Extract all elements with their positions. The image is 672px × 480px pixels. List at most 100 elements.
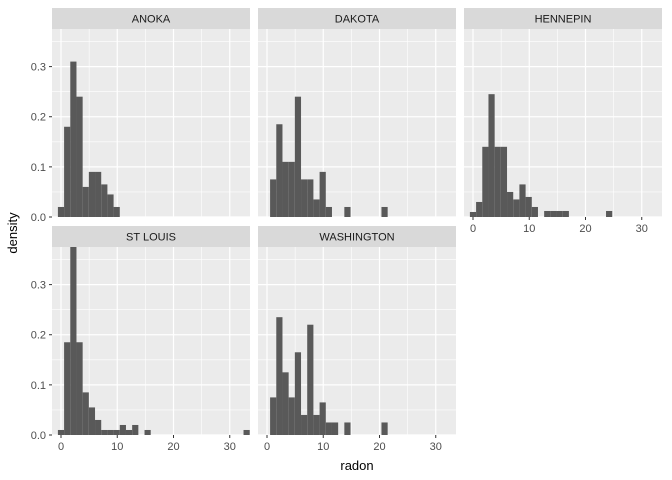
histogram-bar: [125, 429, 133, 435]
histogram-bar: [70, 247, 77, 435]
histogram-bar: [307, 324, 314, 435]
x-tick-label: 30: [430, 441, 442, 453]
histogram-bar: [76, 342, 83, 435]
histogram-bar: [531, 206, 538, 217]
histogram-bar: [57, 206, 65, 217]
histogram-bar: [331, 422, 339, 435]
histogram-bar: [476, 201, 483, 217]
histogram-bar: [500, 146, 508, 217]
panels-layer: ANOKA DAKOTA HENNEPIN ST LOUIS WASHINGTON: [52, 8, 662, 436]
histogram-bar: [82, 186, 89, 217]
facet-strip: [258, 226, 456, 247]
facet-strip: [52, 8, 250, 29]
histogram-bar: [288, 161, 295, 217]
facet-panel: ST LOUIS: [52, 226, 250, 436]
x-tick-label: 10: [111, 441, 123, 453]
histogram-bar: [101, 429, 108, 435]
facet-strip-label: ST LOUIS: [126, 232, 176, 244]
histogram-bar: [313, 414, 320, 435]
y-tick-label: 0.1: [31, 380, 46, 392]
histogram-bar: [556, 210, 563, 217]
x-tick-label: 20: [373, 441, 385, 453]
facet-strip: [464, 8, 662, 29]
histogram-bar: [276, 317, 283, 435]
histogram-bar: [95, 419, 102, 435]
histogram-bar: [562, 210, 569, 217]
histogram-bar: [494, 146, 501, 217]
histogram-bar: [325, 206, 332, 217]
histogram-bar: [550, 210, 557, 217]
histogram-bar: [544, 210, 551, 217]
x-tick-label: 10: [317, 441, 329, 453]
facet-panel: HENNEPIN: [464, 8, 662, 218]
y-axis-title: density: [5, 212, 20, 254]
histogram-bar: [307, 179, 314, 217]
facet-strip: [52, 226, 250, 247]
histogram-bar: [513, 199, 520, 217]
histogram-bar: [507, 191, 514, 217]
histogram-bar: [294, 96, 302, 217]
y-tick-label: 0.1: [31, 162, 46, 174]
y-tick-label: 0.3: [31, 280, 46, 292]
facet-strip-label: ANOKA: [132, 14, 171, 26]
histogram-bar: [88, 171, 96, 217]
histogram-bar: [525, 196, 532, 217]
histogram-bar: [519, 184, 526, 217]
histogram-bar: [288, 397, 295, 435]
x-tick-label: 20: [579, 223, 591, 235]
histogram-bar: [119, 424, 126, 435]
histogram-bar: [282, 372, 289, 435]
histogram-bar: [57, 429, 65, 435]
panel-background: [52, 29, 250, 217]
x-tick-label: 0: [264, 441, 270, 453]
histogram-bar: [301, 179, 308, 217]
histogram-bar: [319, 171, 326, 217]
y-tick-label: 0.0: [31, 430, 46, 442]
histogram-bar: [270, 179, 277, 217]
histogram-bar: [64, 342, 71, 435]
histogram-bar: [294, 352, 302, 435]
x-tick-label: 30: [636, 223, 648, 235]
facet-strip-label: DAKOTA: [335, 14, 380, 26]
x-tick-label: 0: [470, 223, 476, 235]
histogram-bar: [101, 184, 108, 217]
y-tick-label: 0.2: [31, 112, 46, 124]
histogram-bar: [82, 392, 89, 435]
histogram-bar: [282, 161, 289, 217]
histogram-bar: [488, 94, 495, 217]
facet-panel: ANOKA: [52, 8, 250, 218]
histogram-bar: [64, 126, 71, 217]
histogram-bar: [270, 397, 277, 435]
histogram-bar: [113, 206, 120, 217]
histogram-bar: [95, 171, 102, 217]
facet-strip-label: WASHINGTON: [319, 232, 394, 244]
histogram-bar: [144, 429, 151, 435]
facet-panel: DAKOTA: [258, 8, 456, 218]
histogram-bar: [344, 206, 351, 217]
histogram-bar: [107, 194, 114, 217]
histogram-bar: [381, 206, 388, 217]
histogram-bar: [325, 422, 332, 435]
histogram-bar: [482, 146, 489, 217]
histogram-bar: [243, 429, 250, 435]
facet-strip-label: HENNEPIN: [535, 14, 592, 26]
facet-strip: [258, 8, 456, 29]
histogram-bar: [301, 414, 308, 435]
y-tick-label: 0.0: [31, 212, 46, 224]
y-tick-label: 0.2: [31, 330, 46, 342]
histogram-bar: [344, 422, 351, 435]
x-axes-layer: 0 10 20 30 0 10 20 30 0 10 20 30: [58, 217, 648, 453]
histogram-bar: [469, 211, 477, 217]
histogram-bar: [76, 96, 83, 217]
y-tick-label: 0.3: [31, 62, 46, 74]
histogram-bar: [132, 424, 139, 435]
x-tick-label: 10: [523, 223, 535, 235]
histogram-bar: [606, 210, 613, 217]
facet-panel: WASHINGTON: [258, 226, 456, 436]
histogram-bar: [313, 199, 320, 217]
histogram-bar: [319, 402, 326, 435]
y-axes-layer: 0.0 0.1 0.2 0.3 0.0 0.1 0.2 0.3: [31, 62, 52, 442]
histogram-bar: [381, 422, 388, 435]
histogram-bar: [107, 429, 114, 435]
